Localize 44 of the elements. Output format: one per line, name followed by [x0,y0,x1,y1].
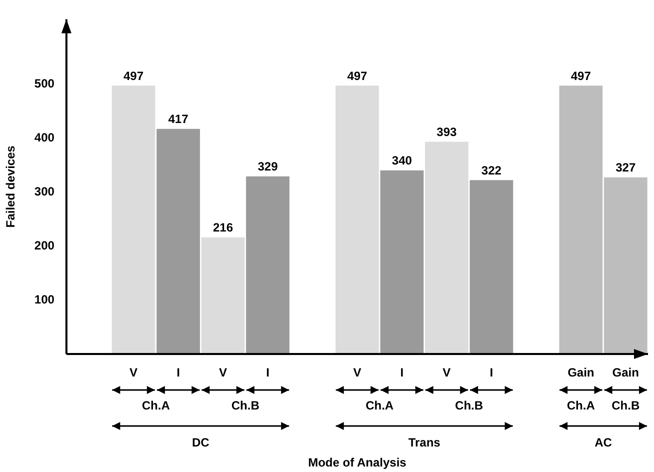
data-label: 327 [616,160,636,175]
data-label: 216 [212,220,234,235]
bar [424,142,468,354]
x-tick-label: I [490,366,494,380]
y-tick-label: 300 [34,184,55,198]
data-label: 497 [124,68,144,83]
text: Ch.B [455,398,484,412]
text: Mode of Analysis [308,455,407,470]
x-tick-label: I [266,366,270,380]
y-axis-title: Failed devices [4,145,18,228]
x-tick-label: V [353,366,362,380]
bar [156,128,200,354]
bar [201,237,245,354]
x-tick-label: V [442,366,451,380]
bar [246,176,290,354]
data-label: 497 [570,68,592,83]
data-label: 417 [168,112,189,126]
data-label: 329 [258,160,278,174]
x-tick-label: I [400,366,404,380]
data-label: 322 [481,163,502,178]
y-tick-label: 500 [34,76,55,90]
text: AC [594,435,612,450]
bar [336,86,379,354]
data-label: 497 [347,68,368,83]
x-tick-label: Gain [612,366,639,380]
y-tick-label: 200 [34,238,55,252]
x-tick-label: V [218,366,228,380]
x-tick-label: I [176,366,180,380]
bar [380,170,424,354]
text: Ch.A [142,398,170,412]
text: Ch.B [231,398,260,412]
data-label: 340 [392,154,412,168]
text: Ch.B [612,398,640,412]
data-label: 393 [436,125,458,140]
text: Trans [408,435,441,450]
x-tick-label: V [130,366,138,380]
text: Ch.A [566,398,596,412]
y-tick-label: 400 [34,130,55,144]
bar [470,180,514,354]
x-tick-label: Gain [568,366,594,380]
text: Ch.A [366,398,394,412]
bar [112,86,156,354]
y-tick-label: 100 [34,292,55,306]
text: DC [192,435,210,450]
